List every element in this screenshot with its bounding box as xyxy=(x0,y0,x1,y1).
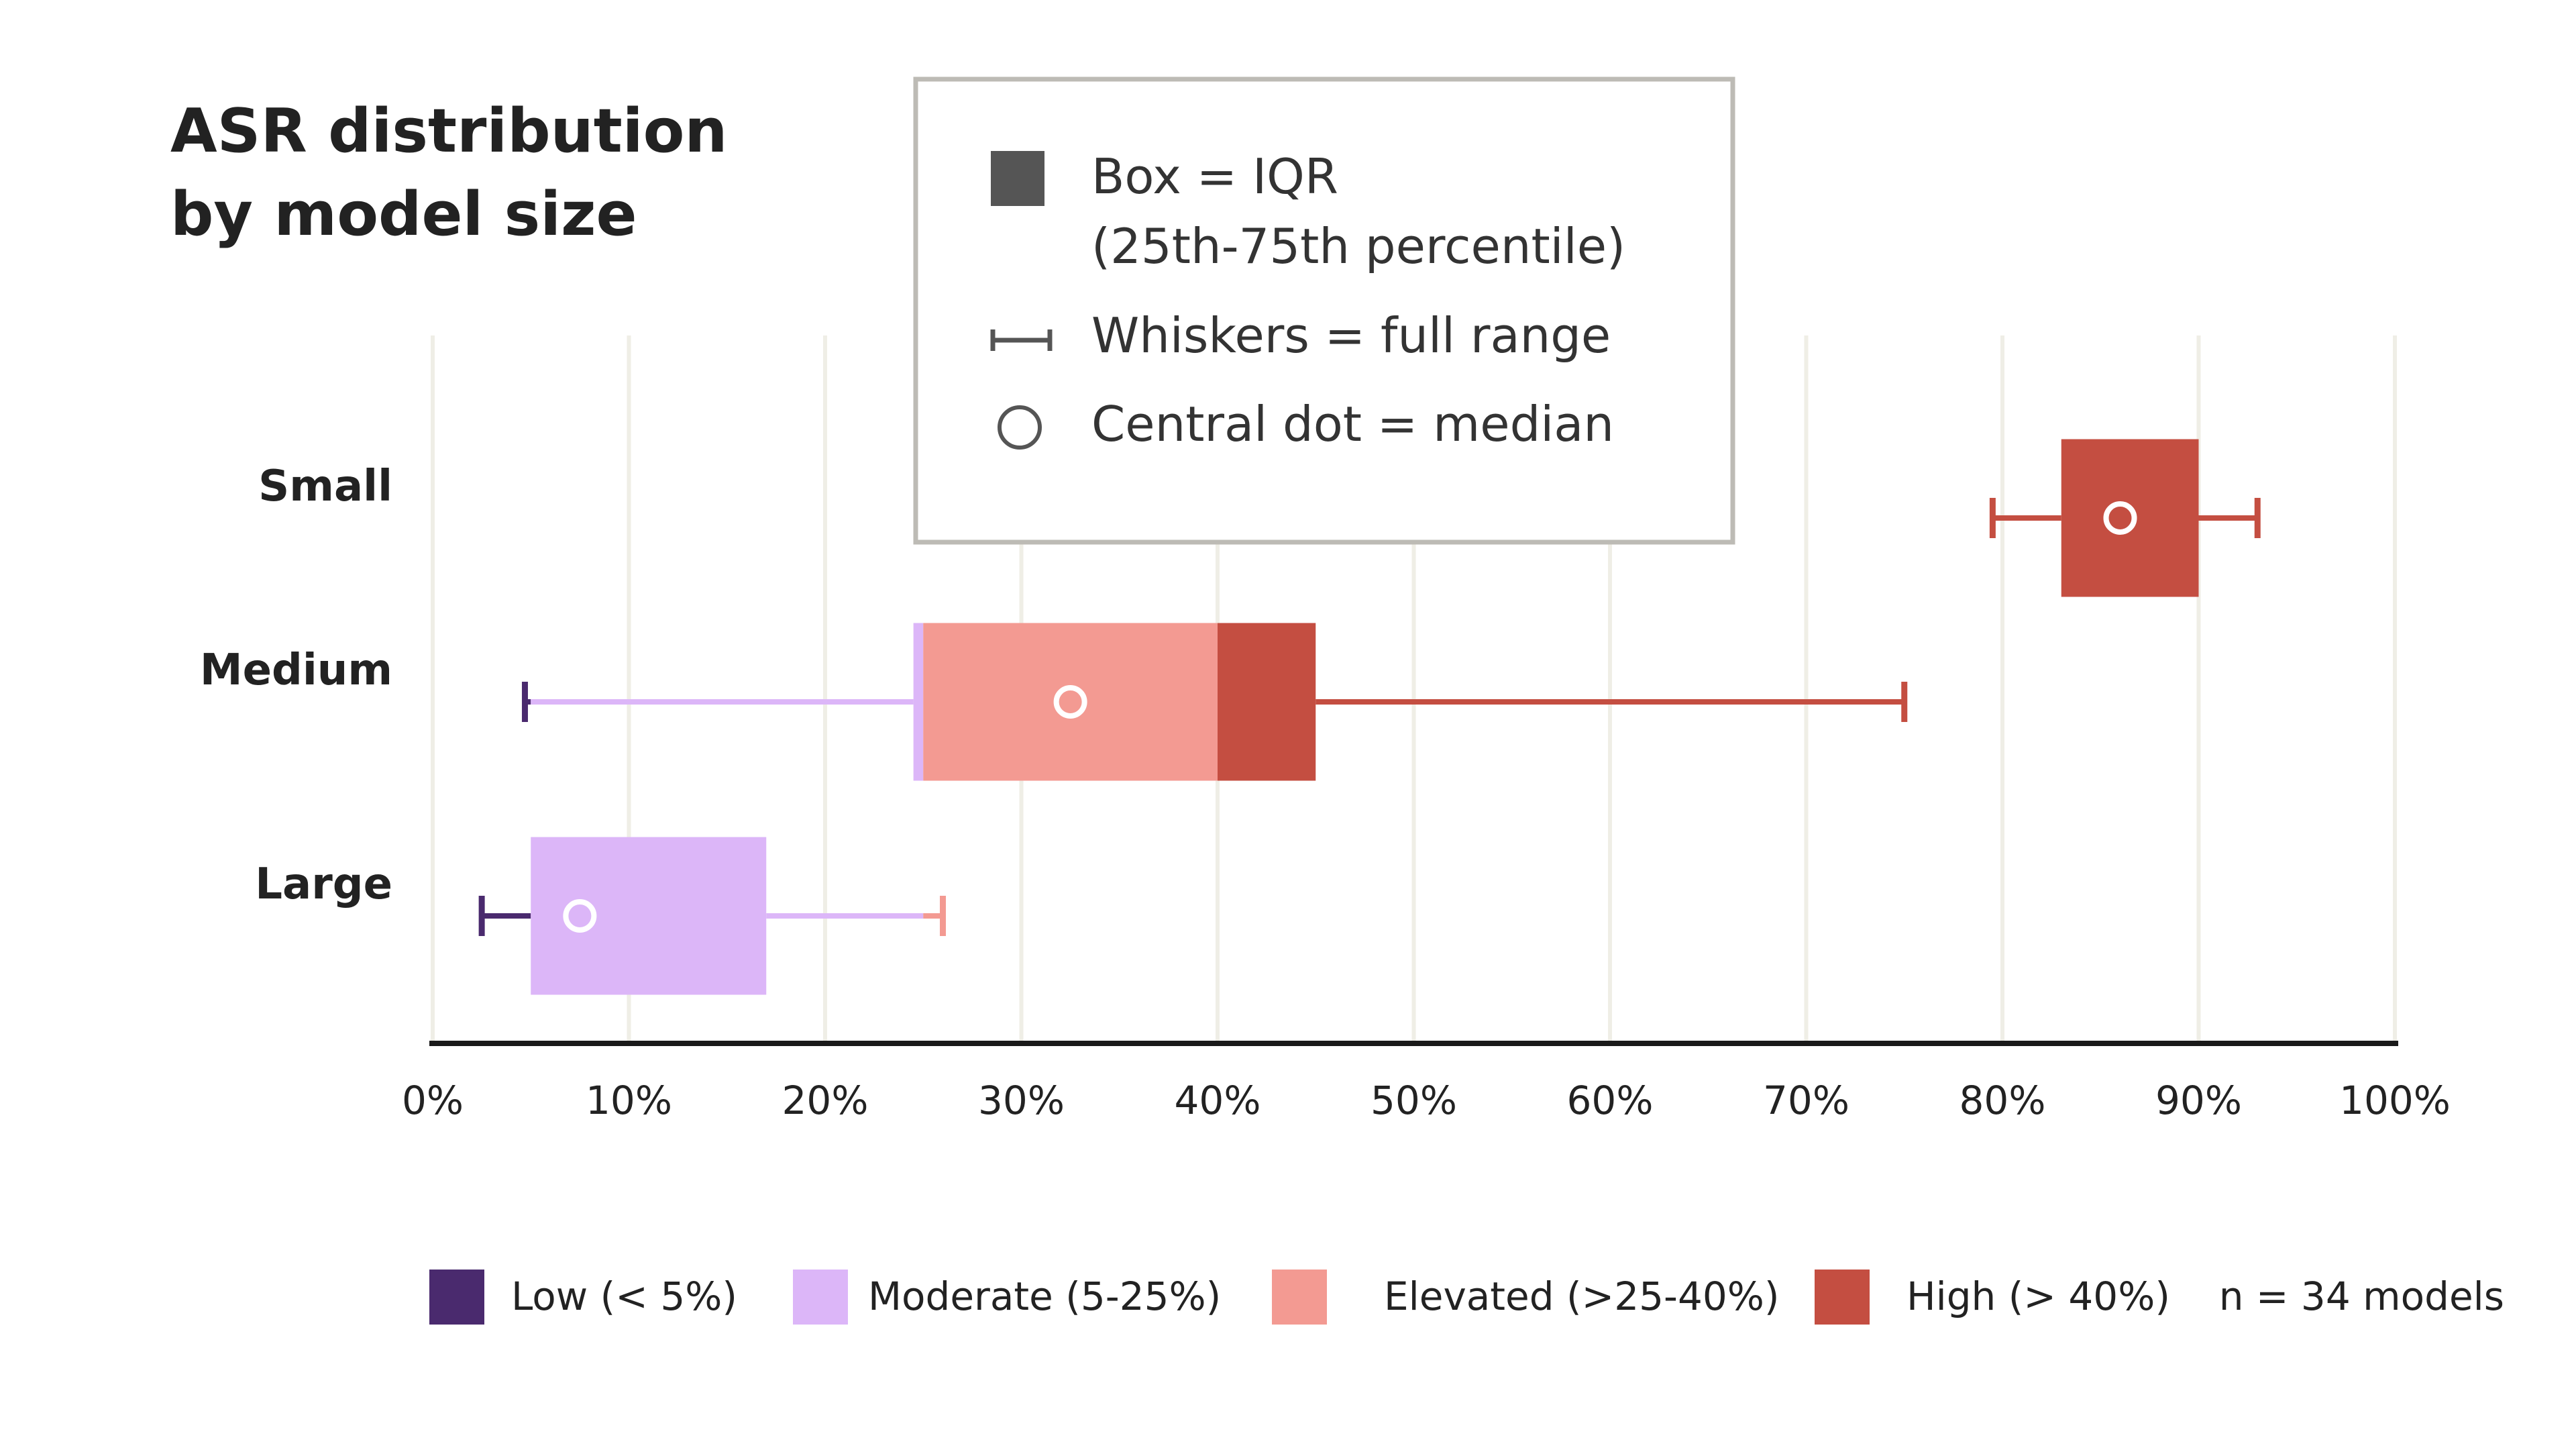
legend-whiskers-label: Whiskers = full range xyxy=(1091,307,1611,364)
x-tick-label-8: 80% xyxy=(1960,1078,2046,1123)
box-seg-large-0 xyxy=(531,837,767,995)
legend-median-symbol xyxy=(998,405,1042,450)
risk-band-legend: Low (< 5%) Moderate (5-25%) Elevated (>2… xyxy=(429,1270,2504,1325)
box-large xyxy=(478,837,946,995)
legend-swatch-low xyxy=(429,1270,484,1325)
legend-box-label-line-1: Box = IQR xyxy=(1091,148,1338,205)
legend-swatch-high xyxy=(1815,1270,1870,1325)
median-dot-large xyxy=(563,899,597,933)
legend-swatch-elevated xyxy=(1272,1270,1327,1325)
legend-label-low: Low (< 5%) xyxy=(511,1274,737,1319)
legend-label-moderate: Moderate (5-25%) xyxy=(868,1274,1221,1319)
legend-swatch-moderate xyxy=(793,1270,848,1325)
x-tick-label-2: 20% xyxy=(782,1078,869,1123)
box-seg-medium-0 xyxy=(913,623,924,781)
x-tick-label-5: 50% xyxy=(1371,1078,1457,1123)
x-tick-label-9: 90% xyxy=(2155,1078,2242,1123)
legend-frame xyxy=(913,76,1735,545)
chart-title-line-1: ASR distribution xyxy=(170,96,727,166)
box-seg-small-0 xyxy=(2061,439,2199,597)
legend-label-high: High (> 40%) xyxy=(1907,1274,2170,1319)
x-tick-label-0: 0% xyxy=(402,1078,464,1123)
category-label-medium: Medium xyxy=(200,645,392,695)
box-seg-medium-2 xyxy=(1218,623,1316,781)
x-tick-label-1: 10% xyxy=(586,1078,672,1123)
category-label-small: Small xyxy=(258,462,392,511)
x-axis-ticks: 0% 10% 20% 30% 40% 50% 60% 70% 80% 90% 100% xyxy=(402,1078,2451,1123)
x-tick-label-10: 100% xyxy=(2339,1078,2451,1123)
category-label-large: Large xyxy=(255,860,392,909)
category-labels: Small Medium Large xyxy=(200,462,392,909)
legend-whisker-symbol xyxy=(990,329,1053,351)
box-seg-medium-1 xyxy=(923,623,1218,781)
median-dot-small xyxy=(2103,501,2137,535)
box-medium xyxy=(521,623,1908,781)
x-tick-label-4: 40% xyxy=(1175,1078,1261,1123)
sample-size-note: n = 34 models xyxy=(2219,1274,2504,1319)
x-tick-label-3: 30% xyxy=(978,1078,1065,1123)
legend-box-swatch xyxy=(991,151,1044,206)
x-tick-label-6: 60% xyxy=(1567,1078,1654,1123)
legend-median-label: Central dot = median xyxy=(1091,396,1614,452)
box-plots xyxy=(478,439,2261,995)
chart-title-line-2: by model size xyxy=(170,179,637,250)
median-dot-medium xyxy=(1053,685,1087,719)
legend-label-elevated: Elevated (>25-40%) xyxy=(1384,1274,1780,1319)
box-small xyxy=(1989,439,2261,597)
x-tick-label-7: 70% xyxy=(1763,1078,1849,1123)
legend-box-label-line-2: (25th-75th percentile) xyxy=(1091,218,1625,274)
legend-panel: Box = IQR (25th-75th percentile) Whisker… xyxy=(913,76,1735,545)
